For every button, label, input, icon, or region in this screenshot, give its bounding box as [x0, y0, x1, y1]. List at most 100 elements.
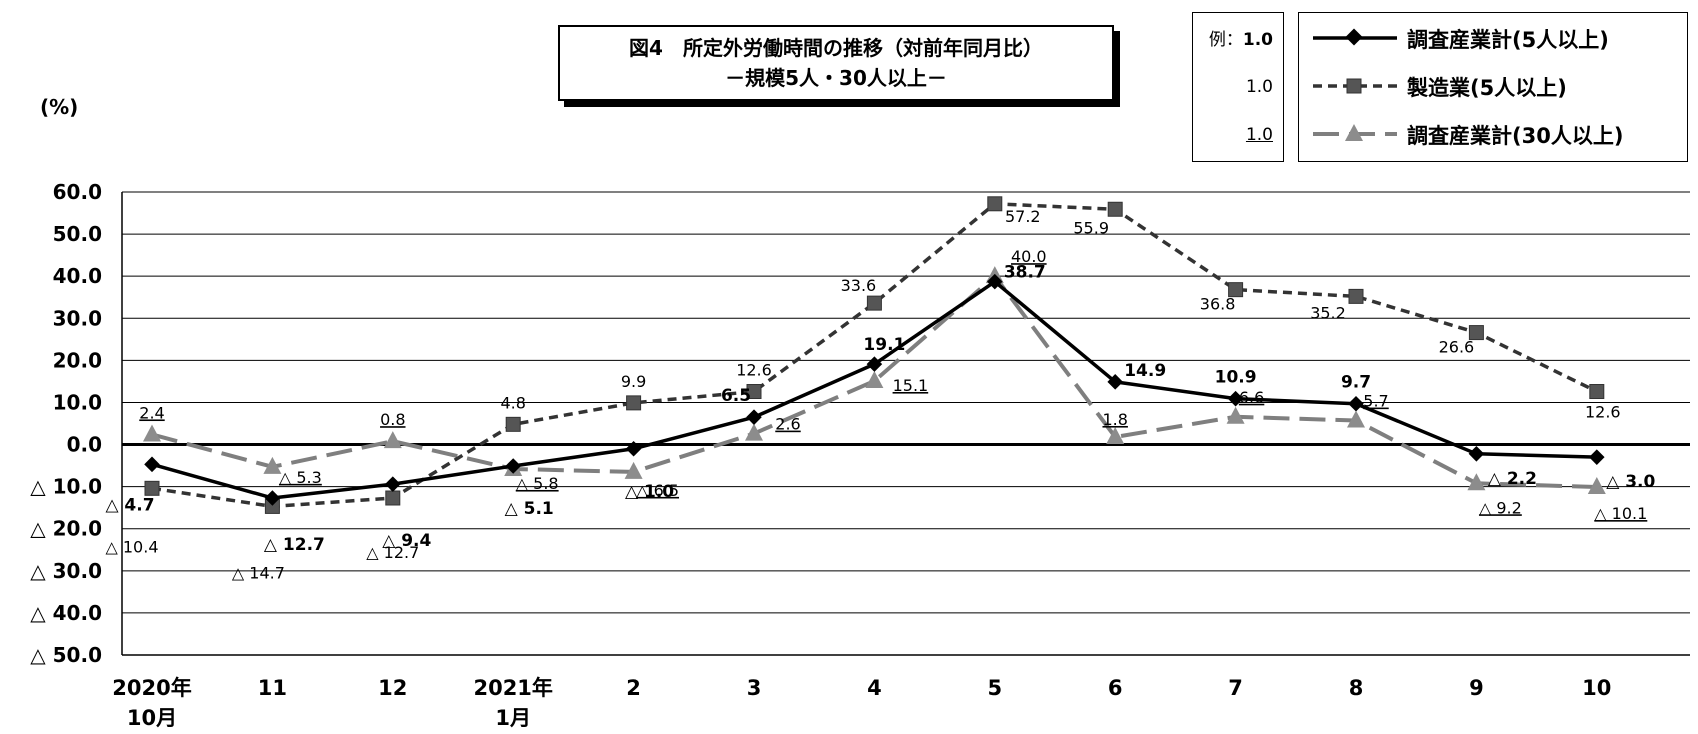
data-label-total5: 6.5 [721, 386, 751, 406]
x-tick-label: 2021年 [473, 676, 552, 700]
legend-label-manuf5: 製造業(5人以上) [1407, 76, 1567, 100]
data-label-manuf5: 4.8 [500, 393, 525, 412]
y-tick-label: 40.0 [53, 264, 102, 288]
point-total5 [1107, 374, 1123, 390]
data-label-manuf5: 33.6 [841, 276, 877, 295]
point-total5 [1348, 395, 1364, 412]
y-tick-label: 30.0 [53, 306, 102, 330]
label-style-legend: 例：1.0 1.0 1.0 [1192, 12, 1284, 162]
data-label-total30: 2.4 [139, 403, 164, 422]
legend-label-total30: 調査産業計(30人以上) [1407, 124, 1624, 148]
data-label-total30: 5.7 [1363, 392, 1388, 411]
data-label-total5: 38.7 [1004, 263, 1046, 283]
data-label-total30: △ 5.8 [516, 474, 559, 493]
y-tick-label: 10.0 [53, 390, 102, 414]
data-label-manuf5: △ 10.4 [105, 537, 158, 556]
data-label-total5: △ 12.7 [264, 535, 325, 555]
data-label-total5: △ 2.2 [1488, 469, 1537, 489]
label-style-header-wrap: 例：1.0 [1209, 25, 1273, 50]
data-label-total5: △ 5.1 [505, 499, 554, 519]
data-label-total5: △ 4.7 [105, 495, 154, 515]
data-label-total30: △ 5.3 [279, 468, 322, 487]
data-label-total5: △ 1.0 [625, 482, 674, 502]
legend-label-total5: 調査産業計(5人以上) [1407, 28, 1609, 52]
y-tick-label: 50.0 [53, 222, 102, 246]
point-manuf5 [1228, 282, 1244, 298]
data-label-manuf5: △ 12.7 [366, 543, 419, 562]
point-total30 [383, 431, 402, 449]
x-tick-label: 7 [1228, 676, 1243, 700]
point-manuf5 [866, 295, 882, 311]
x-tick-label: 5 [987, 676, 1002, 700]
x-tick-label: 6 [1108, 676, 1123, 700]
data-label-total30: △ 9.2 [1479, 498, 1522, 517]
legend-line-manuf5 [1313, 78, 1397, 94]
chart-title: 図4 所定外労働時間の推移（対前年同月比） －規模5人・30人以上－ [558, 25, 1114, 101]
point-total5 [144, 456, 160, 473]
point-total30 [1587, 477, 1606, 495]
legend-line-total5 [1313, 28, 1397, 46]
data-label-total30: 1.8 [1102, 410, 1127, 429]
point-total30 [1106, 426, 1125, 444]
data-label-manuf5: 12.6 [736, 361, 772, 380]
y-tick-label: △ 40.0 [30, 601, 102, 625]
point-total30 [143, 424, 161, 442]
point-total30 [624, 461, 643, 479]
data-label-total30: 40.0 [1011, 247, 1047, 266]
data-label-total30: 15.1 [893, 376, 929, 395]
legend-item-total30: 調査産業計(30人以上) [1311, 117, 1681, 151]
point-manuf5 [144, 480, 160, 496]
data-label-manuf5: 55.9 [1073, 218, 1109, 237]
data-label-total30: 2.6 [775, 415, 800, 434]
x-tick-label: 10 [1582, 676, 1611, 700]
y-tick-label: △ 10.0 [30, 475, 102, 499]
point-total5 [746, 409, 762, 425]
data-label-manuf5: 57.2 [1005, 207, 1041, 226]
point-total30 [1467, 473, 1486, 491]
point-total30 [865, 370, 884, 388]
x-tick-label: 9 [1469, 676, 1484, 700]
point-manuf5 [987, 196, 1003, 212]
point-total5 [1468, 446, 1485, 462]
y-unit-label: (%) [40, 95, 79, 119]
series-legend: 調査産業計(5人以上) 製造業(5人以上) 調査産業計(30人以上) [1298, 12, 1688, 162]
data-label-total30: 6.6 [1239, 388, 1264, 407]
point-manuf5 [626, 395, 642, 411]
chart-title-line2: －規模5人・30人以上－ [725, 66, 947, 90]
data-label-total5: 9.7 [1341, 373, 1371, 393]
data-label-total5: 10.9 [1215, 368, 1257, 388]
data-label-manuf5: 9.9 [621, 372, 646, 391]
point-manuf5 [505, 416, 521, 432]
y-tick-label: 20.0 [53, 348, 102, 372]
data-label-manuf5: 12.6 [1585, 403, 1621, 422]
x-tick-label: 4 [867, 676, 882, 700]
label-style-header: 例： [1208, 30, 1243, 50]
chart-title-line1: 図4 所定外労働時間の推移（対前年同月比） [629, 36, 1043, 60]
point-total5 [1589, 449, 1605, 465]
data-label-total5: 14.9 [1124, 361, 1166, 381]
x-tick-label: 8 [1349, 676, 1364, 700]
x-tick-label: 12 [378, 676, 407, 700]
point-total5 [385, 476, 401, 492]
x-tick-label: 2 [626, 676, 641, 700]
legend-item-total5: 調査産業計(5人以上) [1311, 21, 1681, 55]
legend-line-total30 [1313, 124, 1397, 141]
data-label-total5: 19.1 [863, 335, 905, 355]
data-label-total5: △ 9.4 [382, 531, 431, 551]
data-label-total30: 0.8 [380, 410, 405, 429]
y-tick-label: 60.0 [53, 180, 102, 204]
point-total5 [1227, 390, 1244, 407]
point-manuf5 [1348, 288, 1364, 304]
legend-item-manuf5: 製造業(5人以上) [1311, 69, 1681, 103]
y-tick-label: △ 50.0 [30, 643, 102, 667]
point-manuf5 [1589, 384, 1605, 400]
point-manuf5 [1107, 201, 1123, 217]
y-tick-label: △ 30.0 [30, 559, 102, 583]
label-style-bold: 1.0 [1242, 30, 1273, 50]
x-tick-label: 2020年 [112, 676, 191, 700]
y-tick-label: 0.0 [67, 433, 102, 457]
data-label-manuf5: 26.6 [1439, 338, 1475, 357]
label-style-plain: 1.0 [1245, 77, 1273, 97]
point-total30 [1226, 406, 1245, 424]
x-tick-label: 11 [258, 676, 287, 700]
